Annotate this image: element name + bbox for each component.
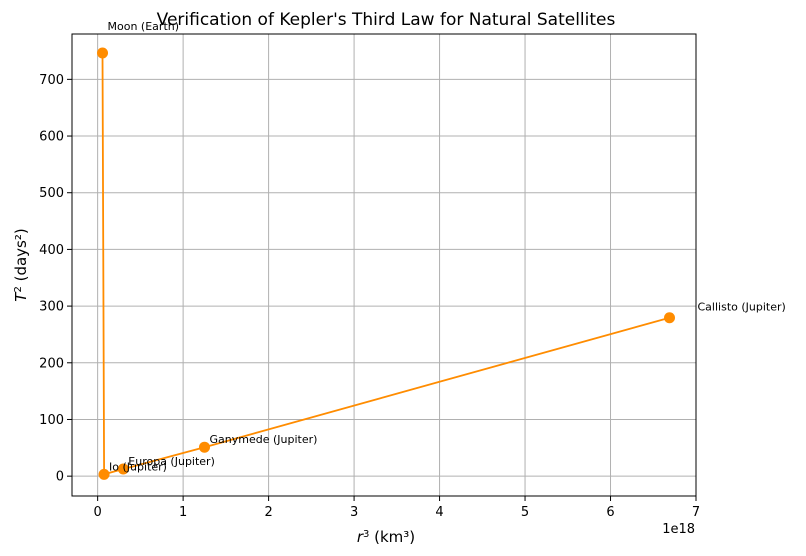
x-tick-label: 2 [264,505,272,520]
x-tick-label: 7 [692,505,700,520]
point-label: Callisto (Jupiter) [698,301,786,314]
point-label: Ganymede (Jupiter) [209,433,317,446]
x-tick-label: 1 [179,505,187,520]
point-label: Moon (Earth) [108,20,180,33]
x-tick-label: 0 [94,505,102,520]
y-tick-label: 200 [39,356,64,371]
data-point [664,312,676,324]
plot-frame [71,33,697,497]
data-points-group [97,47,676,480]
point-label: Io (Jupiter) [109,460,167,473]
x-axis-ticks: 0 1 2 3 4 5 6 7 [94,496,700,520]
x-tick-label: 3 [350,505,358,520]
point-labels-group: Moon (Earth) Io (Jupiter)Europa (Jupiter)… [108,20,786,473]
y-tick-label: 0 [56,470,64,485]
y-tick-label: 100 [39,413,64,428]
x-tick-label: 4 [435,505,443,520]
x-axis-offset-label: 1e18 [662,522,695,537]
y-tick-label: 400 [39,243,64,258]
data-point [117,463,129,475]
y-tick-label: 500 [39,186,64,201]
y-tick-label: 700 [39,73,64,88]
x-tick-label: 6 [606,505,614,520]
chart-title: Verification of Kepler's Third Law for N… [157,10,616,30]
y-tick-label: 300 [39,300,64,315]
x-axis-label: r3 (km³) [357,528,415,546]
data-point [198,441,210,453]
point-label: Europa (Jupiter) [128,455,215,468]
data-point [98,468,110,480]
y-tick-label: 600 [39,130,64,145]
data-point [97,47,109,59]
x-tick-label: 5 [521,505,529,520]
y-axis-label: T2 (days²) [12,228,30,301]
y-axis-ticks: 0 100 200 300 400 500 600 700 [39,73,72,485]
